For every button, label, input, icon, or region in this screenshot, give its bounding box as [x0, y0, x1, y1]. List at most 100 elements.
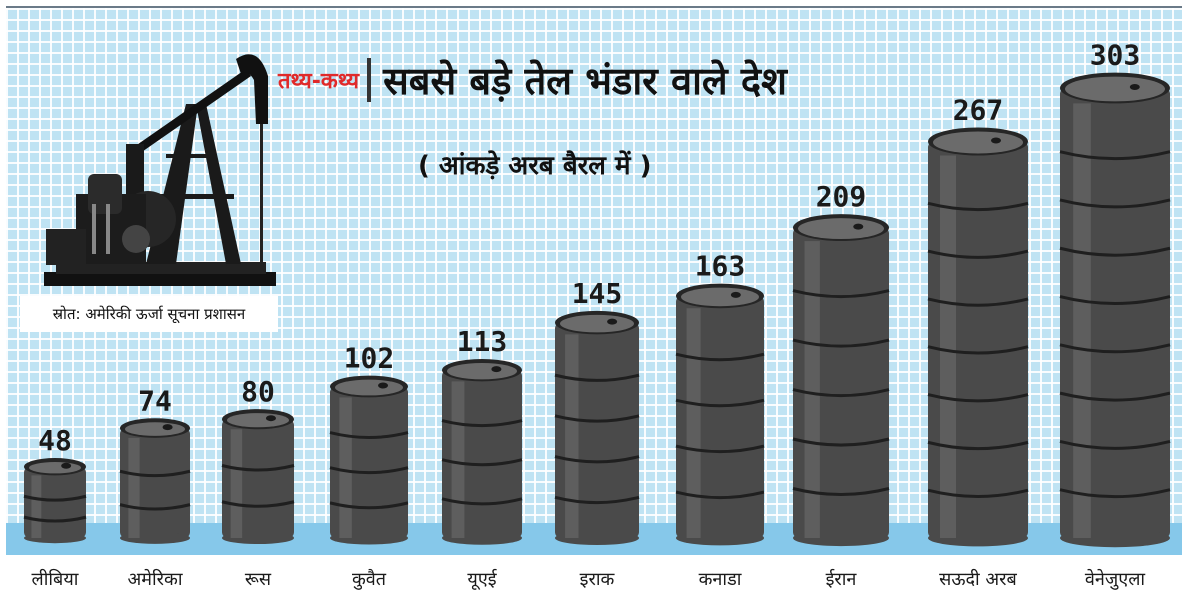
- barrel-bar: [675, 283, 765, 546]
- barrel-hoop: [329, 501, 409, 510]
- barrel-hoop: [221, 464, 295, 472]
- barrel-lid: [125, 422, 185, 436]
- value-label: 80: [241, 375, 275, 408]
- barrel-hoop: [329, 431, 409, 439]
- category-label: इराक: [580, 569, 616, 590]
- barrel-hoop: [554, 455, 640, 464]
- barrel-hoop: [441, 497, 523, 506]
- barrel-highlight: [31, 475, 42, 538]
- value-label: 267: [953, 93, 1004, 126]
- barrel-hoop: [792, 388, 890, 398]
- barrel-hoop: [441, 458, 523, 467]
- barrel-hoop: [441, 419, 523, 428]
- barrel-chart: 48 लीबिया 74 अमेरिका 80 रूस 102 कुवैत 113 यूएई 145…: [23, 39, 1171, 590]
- category-label: लीबिया: [32, 568, 79, 590]
- barrel-hoop: [1059, 150, 1171, 161]
- barrel-bung: [265, 415, 276, 422]
- barrel-hoop: [927, 345, 1029, 355]
- barrel-bung: [162, 424, 173, 431]
- barrel-lid: [29, 462, 81, 474]
- barrel-hoop: [23, 515, 87, 523]
- barrel-hoop: [1059, 439, 1171, 450]
- barrel-highlight: [804, 241, 820, 539]
- chart-title: सबसे बड़े तेल भंडार वाले देश: [383, 59, 787, 103]
- barrel-lid: [1065, 76, 1165, 102]
- title-tag: तथ्य-कथ्य: [278, 69, 360, 94]
- barrel-bung: [1129, 84, 1140, 90]
- barrel-hoop: [927, 440, 1029, 451]
- barrel-bung: [607, 318, 618, 325]
- category-label: ईरान: [826, 568, 858, 590]
- barrel-lid: [227, 413, 289, 428]
- category-label: अमेरिका: [127, 568, 182, 590]
- barrel-highlight: [940, 155, 956, 539]
- barrel-bar: [23, 458, 87, 544]
- barrel-hoop: [792, 487, 890, 497]
- barrel-hoop: [792, 289, 890, 299]
- barrel-bung: [61, 462, 72, 469]
- barrel-highlight: [1073, 103, 1091, 539]
- value-label: 74: [138, 384, 172, 417]
- value-label: 209: [816, 180, 867, 213]
- category-label: कुवैत: [352, 568, 387, 590]
- barrel-lid: [335, 379, 403, 396]
- barrel-hoop: [119, 469, 191, 478]
- value-label: 163: [695, 250, 746, 283]
- barrel-hoop: [675, 490, 765, 500]
- barrel-hoop: [554, 414, 640, 423]
- category-label: यूएई: [467, 568, 497, 590]
- barrel-bar: [119, 418, 191, 544]
- value-label: 303: [1090, 39, 1141, 72]
- barrel-bung: [378, 382, 389, 389]
- value-label: 113: [457, 325, 508, 358]
- category-label: वेनेजुएला: [1085, 568, 1146, 590]
- barrel-lid: [447, 362, 517, 380]
- barrel-bar: [441, 358, 523, 545]
- barrel-hoop: [792, 338, 890, 348]
- barrel-hoop: [554, 373, 640, 382]
- barrel-hoop: [927, 393, 1029, 403]
- barrel-bung: [991, 137, 1001, 144]
- category-label: सऊदी अरब: [939, 568, 1017, 590]
- value-label: 145: [572, 277, 623, 310]
- barrel-bar: [1059, 72, 1171, 548]
- barrel-hoop: [1059, 343, 1171, 354]
- barrel-hoop: [675, 444, 765, 454]
- barrel-hoop: [792, 437, 890, 447]
- value-label: 48: [38, 424, 72, 457]
- barrel-highlight: [565, 334, 579, 538]
- barrel-hoop: [927, 201, 1029, 212]
- barrel-hoop: [927, 297, 1029, 307]
- barrel-hoop: [329, 466, 409, 475]
- chart-subtitle: ( आंकड़े अरब बैरल में ): [418, 151, 652, 181]
- barrel-hoop: [1059, 295, 1171, 305]
- barrel-bar: [927, 127, 1029, 547]
- barrel-hoop: [927, 249, 1029, 259]
- value-label: 102: [344, 342, 395, 375]
- source-note: स्रोत: अमेरिकी ऊर्जा सूचना प्रशासन: [20, 296, 278, 332]
- barrel-lid: [681, 287, 759, 307]
- barrel-bung: [491, 366, 502, 373]
- barrel-hoop: [1059, 246, 1171, 257]
- barrel-highlight: [230, 429, 243, 538]
- barrel-hoop: [23, 494, 87, 502]
- barrel-bar: [554, 310, 640, 546]
- barrel-hoop: [1059, 391, 1171, 402]
- barrel-highlight: [128, 437, 140, 538]
- oil-pump-jack-icon: [44, 54, 276, 286]
- barrel-bar: [329, 375, 409, 545]
- title-separator: [367, 58, 372, 102]
- category-label-strip: [6, 555, 1182, 604]
- barrel-lid: [933, 131, 1023, 154]
- barrel-bung: [853, 223, 864, 230]
- barrel-hoop: [1059, 198, 1171, 209]
- barrel-highlight: [339, 397, 352, 538]
- category-label: कनाडा: [699, 569, 742, 590]
- title-line: तथ्य-कथ्य सबसे बड़े तेल भंडार वाले देश: [278, 48, 787, 112]
- barrel-lid: [560, 314, 634, 333]
- barrel-hoop: [119, 503, 191, 511]
- barrel-hoop: [1059, 488, 1171, 499]
- barrel-highlight: [451, 381, 465, 538]
- barrel-bar: [792, 214, 890, 547]
- barrel-hoop: [221, 500, 295, 508]
